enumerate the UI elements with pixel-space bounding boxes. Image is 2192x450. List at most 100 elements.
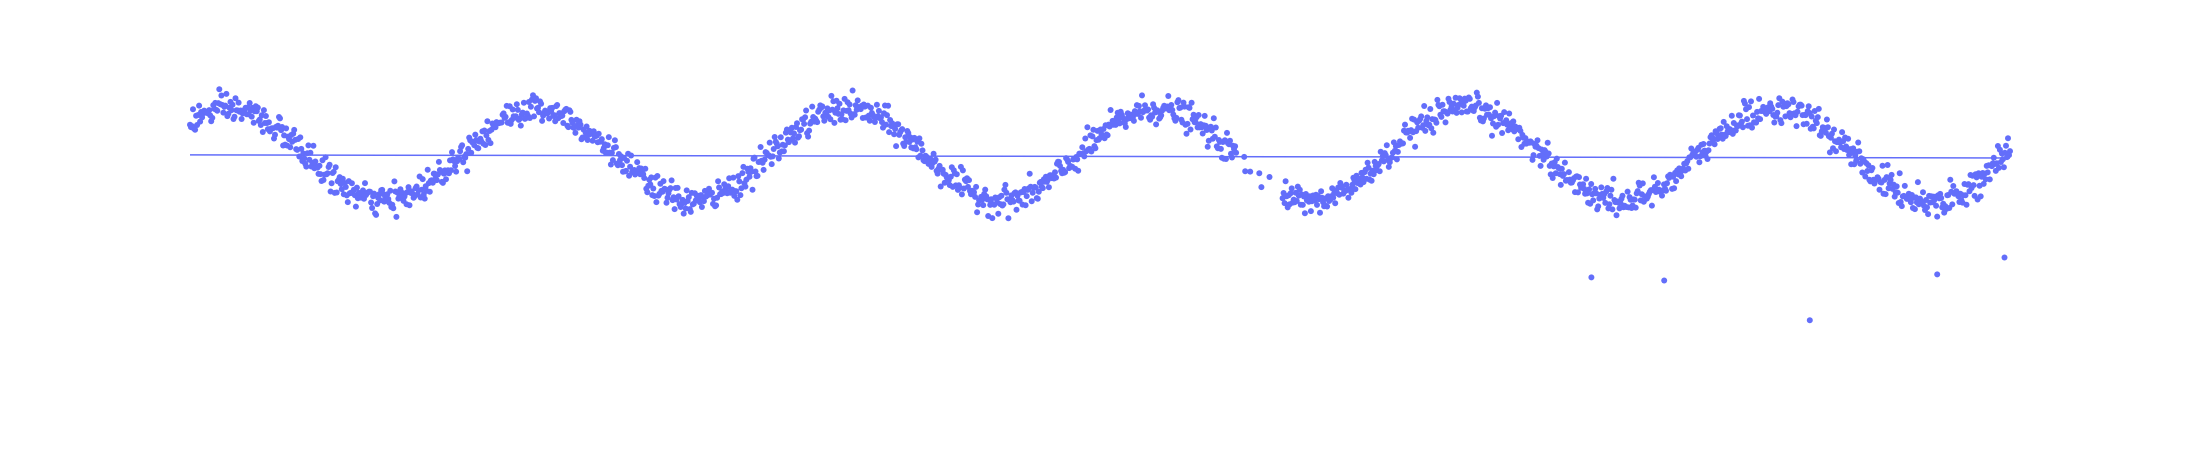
data-point <box>653 199 660 206</box>
data-point <box>634 159 641 166</box>
data-point <box>828 92 835 99</box>
data-point <box>1013 206 1020 213</box>
data-point <box>973 183 980 190</box>
data-point <box>1984 169 1991 176</box>
data-point <box>713 202 720 209</box>
data-point <box>982 186 989 193</box>
data-point <box>1422 127 1429 134</box>
data-point <box>644 189 651 196</box>
data-point <box>424 166 431 173</box>
data-point <box>1169 107 1176 113</box>
data-point <box>1782 113 1789 120</box>
data-point <box>426 188 433 195</box>
data-point <box>619 162 625 169</box>
data-point <box>827 116 834 123</box>
data-point <box>1882 191 1889 198</box>
data-point <box>766 139 773 146</box>
data-point <box>1537 162 1544 169</box>
data-point <box>2000 164 2007 171</box>
outlier-point <box>1661 277 1668 284</box>
data-point <box>972 193 979 200</box>
data-point <box>459 142 466 149</box>
data-point <box>1663 187 1669 194</box>
data-point <box>1494 99 1501 106</box>
data-point <box>1296 186 1303 193</box>
data-point <box>405 184 412 191</box>
data-point <box>1581 185 1588 192</box>
data-point <box>330 168 337 175</box>
data-point <box>1210 115 1217 122</box>
data-point <box>1201 112 1208 119</box>
data-point <box>1862 173 1869 180</box>
data-point <box>842 117 849 124</box>
data-point <box>328 180 335 187</box>
data-point <box>538 100 545 107</box>
data-point <box>1138 114 1144 121</box>
data-point <box>1671 185 1678 192</box>
data-point <box>387 187 394 194</box>
data-point <box>1394 148 1401 155</box>
data-point <box>878 114 884 121</box>
data-point <box>272 131 278 138</box>
data-point <box>1301 210 1308 217</box>
data-point <box>1501 109 1508 116</box>
data-point <box>1738 118 1745 125</box>
data-point <box>751 154 758 161</box>
data-point <box>1266 174 1273 180</box>
data-point <box>259 129 266 135</box>
data-point <box>1081 153 1088 160</box>
data-point <box>1376 168 1383 175</box>
data-point <box>421 195 428 202</box>
data-point <box>1223 156 1229 162</box>
data-point <box>1856 148 1863 155</box>
data-point <box>527 103 534 110</box>
data-point <box>1977 193 1984 200</box>
data-point <box>352 203 359 210</box>
data-point <box>1074 156 1081 163</box>
data-point <box>565 124 572 131</box>
data-point <box>1980 180 1987 187</box>
data-point <box>806 127 813 134</box>
data-point <box>1418 113 1425 120</box>
data-point <box>846 101 853 108</box>
data-point <box>307 149 314 156</box>
data-point <box>1934 213 1941 220</box>
data-point <box>1349 181 1356 188</box>
data-point <box>1433 119 1440 126</box>
data-point <box>1487 104 1493 111</box>
data-point <box>1515 136 1522 143</box>
data-point <box>1606 201 1613 208</box>
data-point <box>623 167 629 174</box>
data-point <box>1092 145 1099 152</box>
data-point <box>873 101 880 108</box>
data-point <box>1898 203 1905 210</box>
data-point <box>746 173 753 180</box>
data-point <box>1769 105 1776 112</box>
data-point <box>1183 130 1190 137</box>
data-point <box>342 184 349 190</box>
data-point <box>1034 195 1041 202</box>
data-point <box>791 130 797 137</box>
data-point <box>1815 105 1822 112</box>
data-point <box>231 113 238 120</box>
data-point <box>584 137 591 143</box>
data-point <box>1317 209 1323 216</box>
data-point <box>567 108 574 115</box>
data-point <box>1186 104 1193 111</box>
outlier-point <box>1588 274 1595 281</box>
data-point <box>1580 181 1587 188</box>
data-point <box>1345 194 1352 201</box>
data-point <box>801 120 808 127</box>
data-point <box>1995 164 2002 171</box>
data-point <box>834 105 841 112</box>
data-point <box>362 180 368 187</box>
data-point <box>1845 135 1852 142</box>
data-point <box>1750 112 1756 119</box>
data-point <box>1211 133 1218 140</box>
data-point <box>675 193 682 200</box>
data-point <box>1258 184 1265 191</box>
data-point <box>260 107 267 114</box>
data-point <box>883 121 889 128</box>
data-point <box>320 177 327 183</box>
